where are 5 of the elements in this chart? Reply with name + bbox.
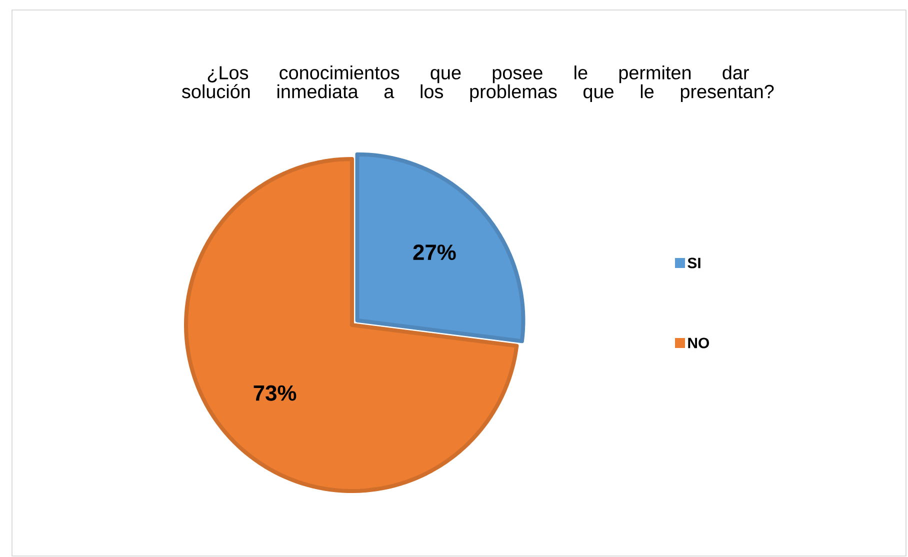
chart-title: ¿Los conocimientos que posee le permiten dar solución inmediata a los problemas que le presentan? [182, 66, 774, 102]
data-label: 27% [413, 244, 456, 260]
data-label: 73% [254, 385, 296, 401]
legend-label: NO [688, 338, 709, 348]
legend-label: SI [688, 258, 700, 268]
